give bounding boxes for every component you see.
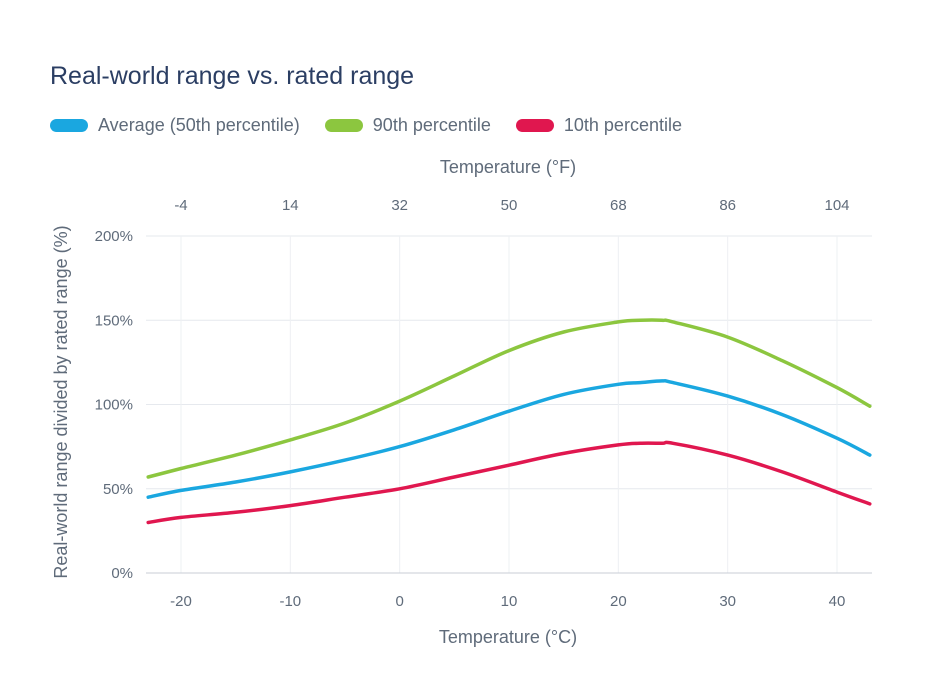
y-tick-label: 0% (111, 565, 133, 582)
y-tick-label: 50% (103, 481, 133, 498)
x-tick-label: 30 (719, 593, 736, 610)
x-tick-label: 20 (610, 593, 627, 610)
x2-tick-label: 104 (824, 197, 849, 214)
x2-tick-label: -4 (174, 197, 187, 214)
series-line-10th (146, 440, 872, 525)
y-tick-label: 150% (95, 312, 133, 329)
x2-tick-label: 50 (501, 197, 518, 214)
x2-tick-label: 86 (719, 197, 736, 214)
x-tick-label: 40 (829, 593, 846, 610)
x2-tick-label: 68 (610, 197, 627, 214)
legend-swatch-90th (324, 119, 363, 132)
series-line-average (146, 379, 872, 499)
legend-item-average[interactable]: Average (50th percentile) (50, 115, 300, 136)
legend-swatch-average (50, 119, 88, 132)
legend-label-10th: 10th percentile (563, 115, 682, 135)
legend: Average (50th percentile) 90th percentil… (50, 115, 707, 136)
legend-item-90th[interactable]: 90th percentile (324, 115, 491, 136)
x-tick-label: -20 (170, 593, 192, 610)
chart-title: Real-world range vs. rated range (50, 62, 415, 90)
x-axis-title: Temperature (°C) (439, 627, 577, 647)
series-line-90th (146, 318, 872, 479)
x2-axis-title: Temperature (°F) (440, 157, 576, 177)
x-tick-label: -10 (279, 593, 301, 610)
x2-tick-label: 32 (391, 197, 408, 214)
legend-label-average: Average (50th percentile) (98, 115, 300, 135)
legend-label-90th: 90th percentile (372, 115, 491, 135)
y-tick-label: 200% (95, 228, 133, 245)
x-tick-label: 0 (395, 593, 403, 610)
y-axis-title: Real-world range divided by rated range … (51, 225, 71, 578)
x2-tick-label: 14 (282, 197, 299, 214)
legend-swatch-10th (515, 119, 554, 132)
y-tick-label: 100% (95, 397, 133, 414)
x-tick-label: 10 (501, 593, 518, 610)
legend-item-10th[interactable]: 10th percentile (515, 115, 682, 136)
